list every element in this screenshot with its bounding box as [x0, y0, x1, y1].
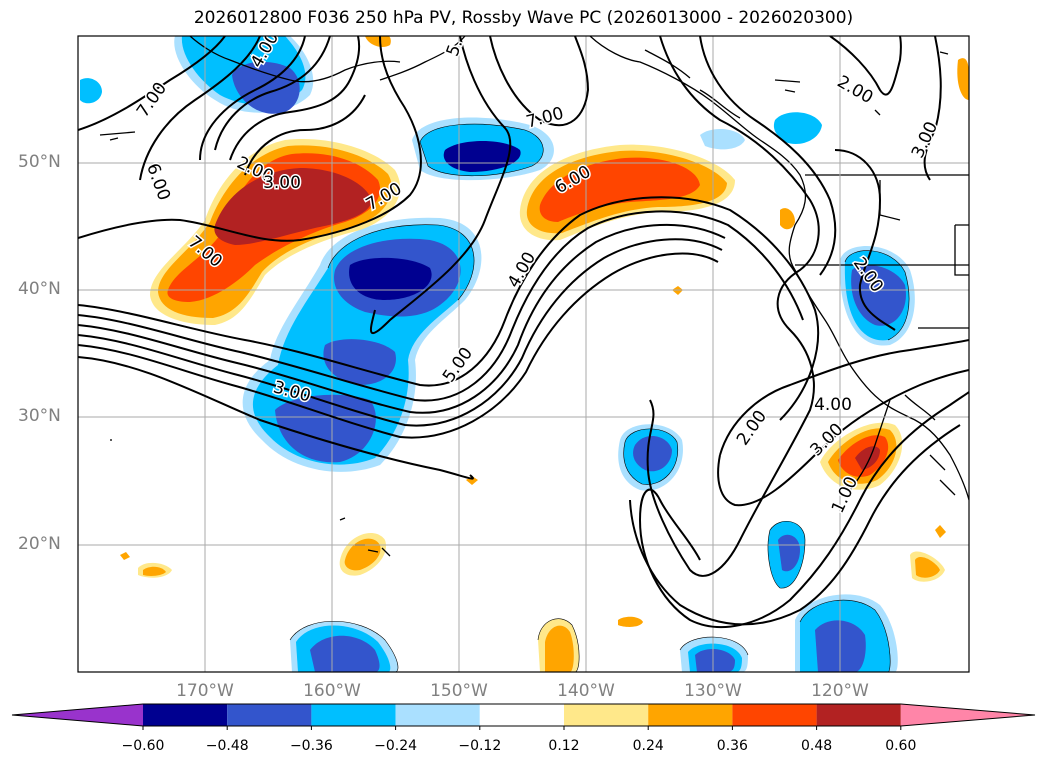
- colorbar-segment: [648, 704, 733, 726]
- colorbar-tick-label: −0.24: [374, 738, 418, 754]
- lon-label-120w: 120°W: [811, 681, 869, 701]
- map-title: 2026012800 F036 250 hPa PV, Rossby Wave …: [193, 8, 854, 28]
- colorbar-tick-label: 0.24: [632, 738, 664, 754]
- lon-label-150w: 150°W: [430, 681, 488, 701]
- colorbar-tick-label: −0.36: [289, 738, 333, 754]
- contour-label: 2.00: [733, 407, 771, 449]
- lon-label-140w: 140°W: [557, 681, 615, 701]
- contour-label: 5.: [443, 37, 467, 59]
- lat-label-40n: 40°N: [18, 279, 61, 299]
- lat-label-30n: 30°N: [18, 406, 61, 426]
- contour-label: 7.00: [524, 103, 566, 132]
- colorbar-segment: [227, 704, 312, 726]
- colorbar-tick-label: 0.36: [716, 738, 748, 754]
- lat-label-20n: 20°N: [18, 534, 61, 554]
- colorbar-segment: [816, 704, 901, 726]
- map-frame: [77, 35, 970, 673]
- contour-label: 4.00: [814, 395, 852, 415]
- colorbar-tick-label: −0.48: [205, 738, 249, 754]
- colorbar-segment: [479, 704, 564, 726]
- colorbar-segment: [732, 704, 817, 726]
- negative-anomaly-fields: [80, 36, 915, 672]
- contour-label: 7.00: [133, 79, 171, 121]
- positive-anomaly-fields: [120, 36, 969, 672]
- lat-label-50n: 50°N: [18, 152, 61, 172]
- shading-outlines: [289, 123, 910, 672]
- colorbar-segment: [900, 704, 1035, 726]
- lon-label-130w: 130°W: [684, 681, 742, 701]
- colorbar-tick-label: 0.48: [801, 738, 833, 754]
- graticule: [78, 36, 969, 672]
- colorbar-segment: [143, 704, 228, 726]
- colorbar-segment: [564, 704, 649, 726]
- pv-contours: [78, 36, 969, 628]
- lon-label-170w: 170°W: [176, 681, 234, 701]
- contour-label: 3.00: [908, 119, 942, 162]
- contour-label: 6.00: [142, 161, 174, 203]
- contour-label: 3.00: [263, 173, 301, 193]
- colorbar-segment: [395, 704, 480, 726]
- colorbar-tick-label: −0.60: [121, 738, 165, 754]
- colorbar-tick-label: 0.12: [548, 738, 580, 754]
- colorbar-tick-label: 0.60: [885, 738, 917, 754]
- contour-label: 5.00: [439, 344, 477, 386]
- colorbar-tick-label: −0.12: [458, 738, 502, 754]
- lon-label-160w: 160°W: [303, 681, 361, 701]
- colorbar-segment: [12, 704, 143, 726]
- colorbar-segment: [311, 704, 396, 726]
- colorbar: [11, 703, 1036, 730]
